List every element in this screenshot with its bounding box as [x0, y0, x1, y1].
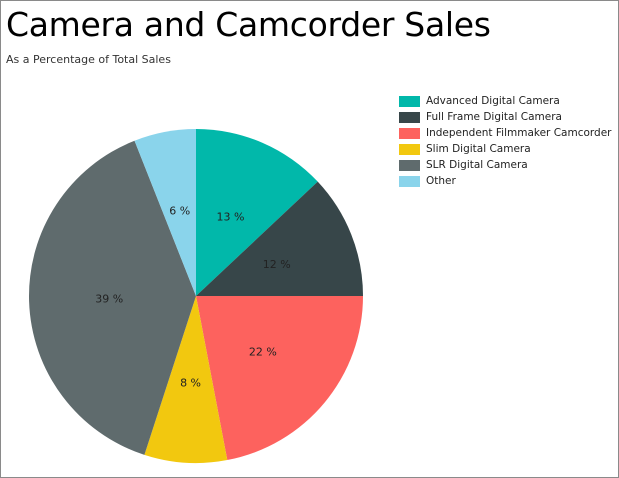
pie-slice-other[interactable] — [134, 129, 196, 296]
data-label: 6 % — [169, 205, 190, 218]
legend-label: Full Frame Digital Camera — [426, 111, 562, 123]
legend-label: Advanced Digital Camera — [426, 95, 560, 107]
data-label: 39 % — [95, 293, 123, 306]
data-label: 22 % — [249, 345, 277, 358]
data-label: 12 % — [263, 258, 291, 271]
legend-swatch — [399, 95, 420, 107]
pie-slice-full-frame-digital-camera[interactable] — [196, 181, 363, 296]
legend-item[interactable]: SLR Digital Camera — [399, 157, 611, 173]
legend-swatch — [399, 175, 420, 187]
legend: Advanced Digital Camera Full Frame Digita… — [399, 93, 611, 189]
legend-label: SLR Digital Camera — [426, 159, 528, 171]
legend-label: Other — [426, 175, 456, 187]
pie-slice-slim-digital-camera[interactable] — [144, 296, 228, 463]
data-label: 8 % — [180, 377, 201, 390]
legend-item[interactable]: Advanced Digital Camera — [399, 93, 611, 109]
legend-swatch — [399, 127, 420, 139]
legend-swatch — [399, 111, 420, 123]
pie-slice-slr-digital-camera[interactable] — [28, 140, 196, 455]
legend-label: Independent Filmmaker Camcorder — [426, 127, 612, 139]
legend-item[interactable]: Full Frame Digital Camera — [399, 109, 611, 125]
legend-item[interactable]: Independent Filmmaker Camcorder — [399, 125, 611, 141]
legend-item[interactable]: Slim Digital Camera — [399, 141, 611, 157]
pie-slice-advanced-digital-camera[interactable] — [196, 129, 318, 296]
legend-item[interactable]: Other — [399, 173, 611, 189]
pie-slice-independent-filmmaker-camcorder[interactable] — [196, 296, 363, 461]
data-label: 13 % — [217, 210, 245, 223]
chart-subtitle: As a Percentage of Total Sales — [6, 53, 171, 66]
legend-swatch — [399, 159, 420, 171]
chart-title: Camera and Camcorder Sales — [6, 5, 491, 44]
legend-swatch — [399, 143, 420, 155]
legend-label: Slim Digital Camera — [426, 143, 531, 155]
